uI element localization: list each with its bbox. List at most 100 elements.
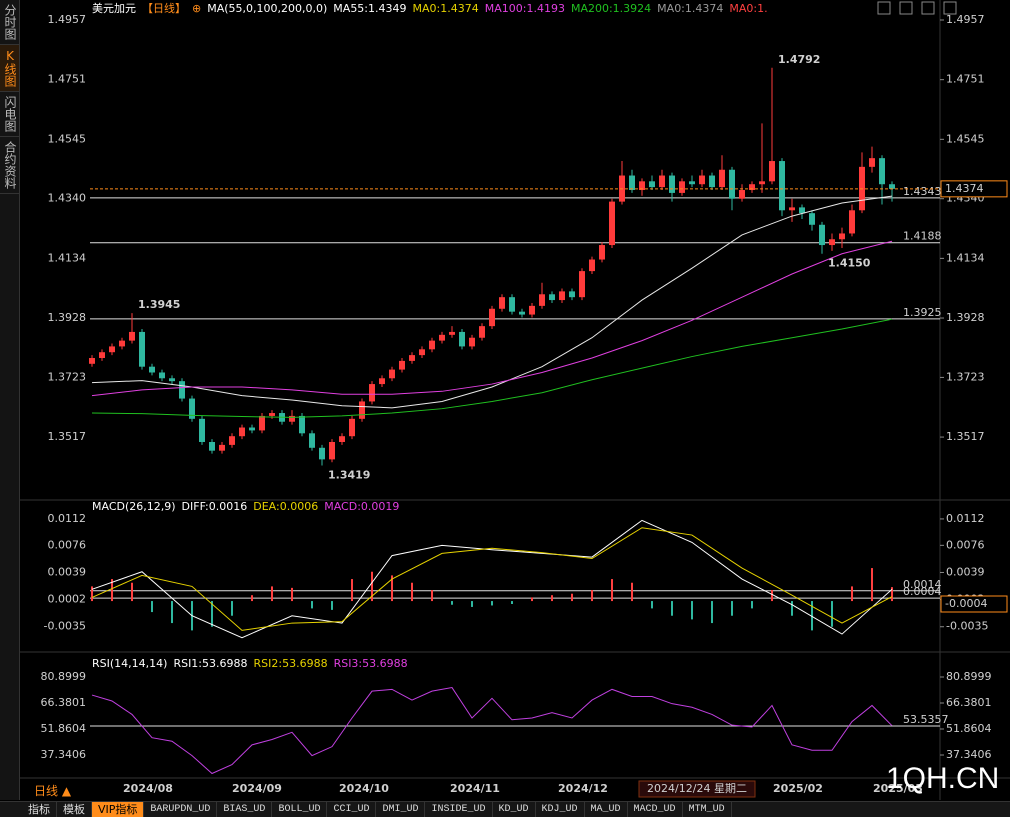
sidebar-tab[interactable]: 分时图 [0, 0, 19, 45]
candle-body [159, 372, 165, 379]
legend-entry: MA0:1.4374 [657, 2, 723, 15]
macd-bar [491, 601, 493, 606]
y-tick-label: 1.3928 [48, 311, 87, 324]
y-tick-label: 0.0039 [946, 565, 985, 578]
macd-bar [711, 601, 713, 624]
candle-body [169, 378, 175, 382]
toolbar-tab[interactable]: BOLL_UD [272, 802, 328, 817]
candle-body [179, 381, 185, 399]
candle-body [839, 233, 845, 240]
candle-body [149, 366, 155, 373]
candle-body [219, 444, 225, 451]
macd-bar [471, 601, 473, 607]
extreme-label: 1.4792 [778, 53, 820, 66]
legend-entry: MACD:0.0019 [324, 500, 399, 513]
macd-bar [551, 595, 553, 602]
macd-bar [211, 601, 213, 627]
toolbar-tab[interactable]: 模板 [57, 802, 92, 817]
reference-label: 1.3925 [903, 306, 942, 319]
macd-bar [731, 601, 733, 616]
candle-body [719, 169, 725, 188]
macd-bar [451, 601, 453, 605]
x-tick-label: 2024/09 [232, 782, 282, 795]
candle-body [199, 418, 205, 442]
toolbar-tab[interactable]: BARUPDN_UD [144, 802, 218, 817]
x-tick-label: 2024/08 [123, 782, 173, 795]
candle-body [99, 352, 105, 359]
toolbar-tab[interactable]: 指标 [22, 802, 57, 817]
macd-bar [831, 601, 833, 627]
icon[interactable] [899, 1, 913, 15]
macd-bar [131, 582, 133, 602]
indicator-line [91, 195, 893, 409]
y-tick-label: -0.0035 [44, 620, 86, 633]
icon[interactable] [921, 1, 935, 15]
toolbar-tab[interactable]: KD_UD [493, 802, 536, 817]
candle-body [439, 334, 445, 341]
period-selector[interactable]: 日线 ▲ [34, 784, 72, 798]
macd-bar [351, 579, 353, 602]
y-tick-label: 1.4134 [48, 251, 87, 264]
candle-body [709, 175, 715, 188]
legend-entry: MA100:1.4193 [485, 2, 565, 15]
macd-bar [91, 586, 93, 602]
candle-body [399, 360, 405, 370]
macd-bar [511, 601, 513, 604]
macd-bar [331, 601, 333, 610]
candle-body [869, 158, 875, 167]
macd-bar [251, 595, 253, 602]
candle-body [549, 294, 555, 301]
macd-bar [391, 575, 393, 602]
candle-body [599, 245, 605, 260]
legend-entry: 【日线】 [142, 1, 186, 15]
toolbar-tab[interactable]: CCI_UD [327, 802, 377, 817]
indicator-line [91, 527, 893, 631]
icon[interactable] [943, 1, 957, 15]
sidebar-tab[interactable]: 闪电图 [0, 92, 19, 137]
icon[interactable] [877, 1, 891, 15]
candle-body [299, 415, 305, 434]
candle-body [679, 181, 685, 193]
candle-body [499, 297, 505, 309]
toolbar-tab[interactable]: VIP指标 [92, 802, 145, 817]
y-tick-label: 1.3517 [946, 430, 985, 443]
toolbar-tab[interactable]: DMI_UD [376, 802, 426, 817]
y-tick-label: -0.0035 [946, 620, 988, 633]
macd-bar [531, 597, 533, 602]
toolbar-tab[interactable]: BIAS_UD [217, 802, 273, 817]
candle-body [519, 311, 525, 315]
toolbar-tab[interactable]: INSIDE_UD [425, 802, 493, 817]
macd-bar [811, 601, 813, 631]
toolbar-tab[interactable]: MACD_UD [628, 802, 683, 817]
legend-entry: RSI3:53.6988 [334, 657, 408, 670]
sidebar-tab[interactable]: K线图 [0, 45, 19, 92]
x-tick-label: 2024/11 [450, 782, 500, 795]
y-tick-label: 37.3406 [946, 748, 992, 761]
macd-bar [651, 601, 653, 609]
y-tick-label: 0.0076 [48, 538, 87, 551]
toolbar-tab[interactable]: MTM_UD [683, 802, 732, 817]
y-tick-label: 51.8604 [946, 722, 992, 735]
candle-body [479, 326, 485, 338]
toolbar-tab[interactable]: MA_UD [585, 802, 628, 817]
candle-body [779, 161, 785, 211]
indicator-line [91, 240, 893, 397]
indicator-line [91, 687, 893, 775]
y-tick-label: 1.3928 [946, 311, 985, 324]
candle-body [449, 331, 455, 335]
candle-body [459, 331, 465, 347]
candle-body [829, 239, 835, 246]
candle-body [319, 447, 325, 460]
y-tick-label: 1.3723 [48, 370, 87, 383]
sidebar-tab[interactable]: 合约资料 [0, 137, 19, 194]
macd-bar [671, 601, 673, 616]
macd-bar [851, 586, 853, 602]
candle-body [689, 181, 695, 185]
candle-body [819, 224, 825, 246]
macd-bar [111, 579, 113, 602]
current-value-label: -0.0004 [945, 597, 987, 610]
panel-header: MACD(26,12,9) DIFF:0.0016 DEA:0.0006 MACD:0… [92, 500, 399, 513]
watermark: 1QH.CN [886, 762, 1000, 795]
toolbar-tab[interactable]: KDJ_UD [536, 802, 585, 817]
candle-body [609, 201, 615, 246]
